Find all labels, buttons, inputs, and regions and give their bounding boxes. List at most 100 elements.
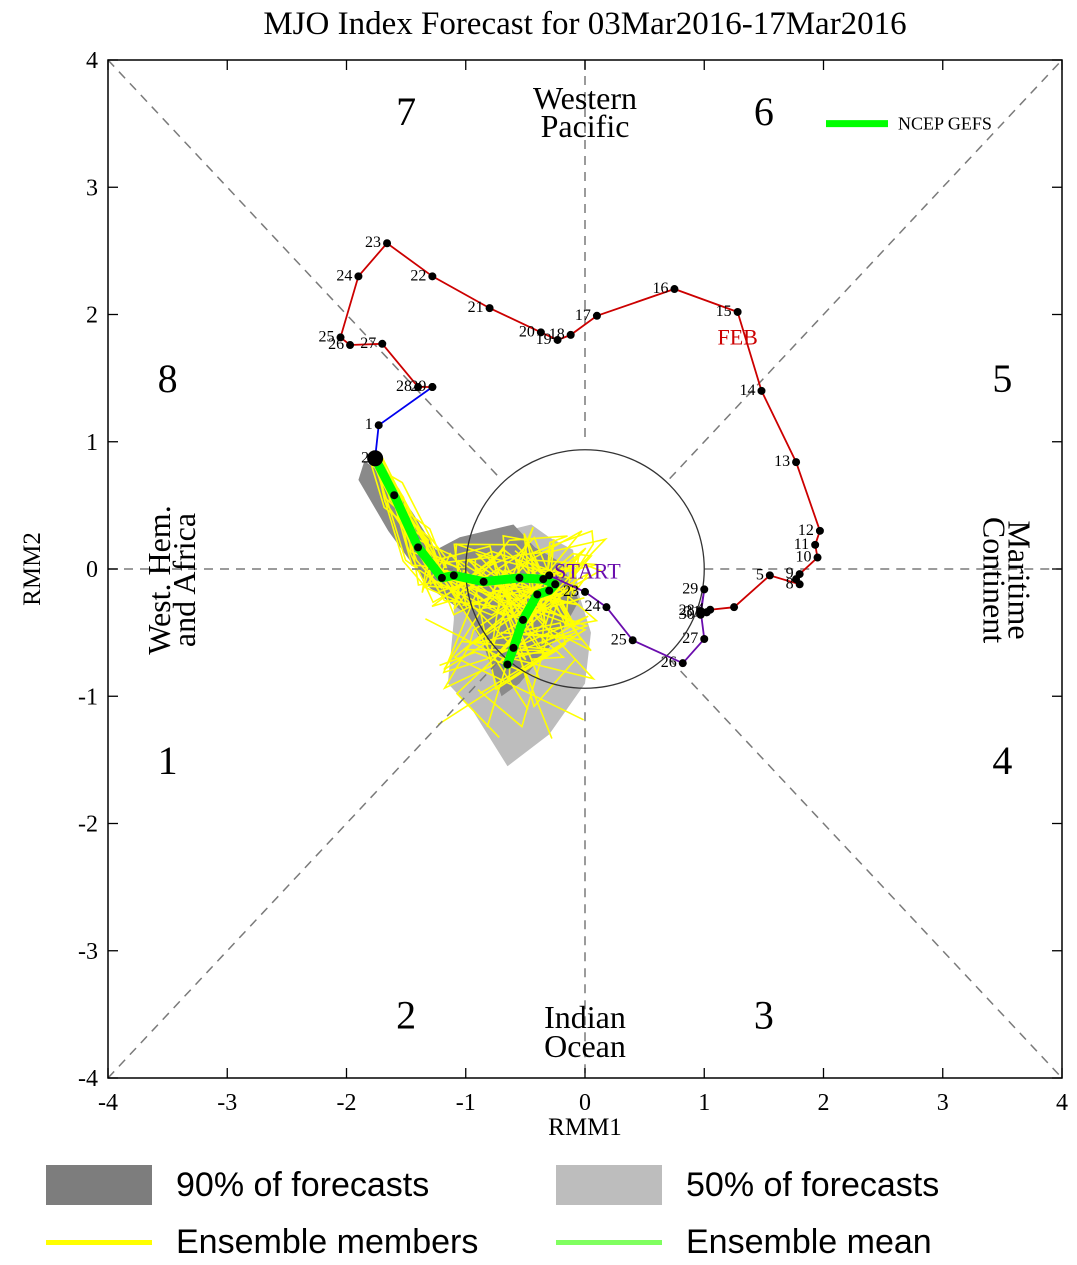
ensemble-mean-point bbox=[414, 543, 423, 552]
trajectory-point bbox=[670, 285, 679, 294]
trajectory-point bbox=[374, 421, 383, 430]
phase-label: 5 bbox=[992, 356, 1012, 401]
trajectory-point bbox=[378, 339, 387, 348]
legend-item-members: Ensemble members bbox=[46, 1223, 478, 1262]
day-label: 15 bbox=[716, 303, 732, 320]
phase-label: 4 bbox=[992, 738, 1012, 783]
trajectory-point bbox=[628, 636, 637, 645]
ensemble-mean-point bbox=[449, 571, 458, 580]
y-axis-label: RMM2 bbox=[19, 532, 46, 606]
trajectory-point bbox=[700, 585, 709, 594]
annotation-label: FEB bbox=[717, 324, 757, 349]
day-label: 28 bbox=[396, 378, 412, 395]
legend-item-50: 50% of forecasts bbox=[556, 1165, 939, 1205]
region-label: and Africa bbox=[166, 513, 202, 647]
x-tick-label: 1 bbox=[698, 1090, 710, 1116]
day-label: 23 bbox=[563, 583, 579, 600]
trajectory-point bbox=[592, 311, 601, 320]
x-tick-label: -4 bbox=[98, 1090, 118, 1116]
trajectory-point bbox=[678, 659, 687, 668]
ensemble-mean-point bbox=[551, 580, 560, 589]
ensemble-member-line bbox=[375, 457, 589, 674]
y-tick-label: -1 bbox=[78, 684, 98, 710]
legend-swatch-90 bbox=[46, 1165, 152, 1205]
annotation-label: START bbox=[554, 559, 621, 584]
x-tick-label: -2 bbox=[337, 1090, 357, 1116]
day-label: 11 bbox=[794, 536, 809, 553]
day-label: 21 bbox=[468, 299, 484, 316]
y-tick-label: 1 bbox=[86, 430, 98, 456]
trajectory-point bbox=[414, 383, 423, 392]
day-label: 24 bbox=[584, 598, 600, 615]
ensemble-mean-point bbox=[545, 586, 554, 595]
region-label: Indian bbox=[544, 999, 626, 1035]
trajectory-point bbox=[811, 540, 820, 549]
ensemble-mean-line bbox=[370, 453, 560, 669]
ensemble-mean-point bbox=[503, 660, 512, 669]
legend-swatch-50 bbox=[556, 1165, 662, 1205]
region-label: Western bbox=[533, 80, 637, 116]
y-tick-label: 0 bbox=[86, 557, 98, 583]
y-tick-label: -2 bbox=[78, 812, 98, 838]
day-label: 28 bbox=[679, 602, 695, 619]
x-tick-label: 2 bbox=[818, 1090, 830, 1116]
phase-label: 7 bbox=[396, 89, 416, 134]
ensemble-member-line bbox=[372, 461, 583, 709]
legend-item-90: 90% of forecasts bbox=[46, 1165, 429, 1205]
phase-divider bbox=[107, 59, 501, 480]
x-axis-label: RMM1 bbox=[548, 1114, 622, 1140]
x-tick-label: 3 bbox=[937, 1090, 949, 1116]
ensemble-mean-point bbox=[479, 577, 488, 586]
ensemble-mean-point bbox=[518, 615, 527, 624]
trajectory-point bbox=[795, 570, 804, 579]
trajectory-point bbox=[566, 330, 575, 339]
trajectory-point bbox=[602, 603, 611, 612]
legend-label-mean: Ensemble mean bbox=[686, 1223, 932, 1261]
trajectory-point bbox=[733, 307, 742, 316]
day-label: 22 bbox=[410, 267, 426, 284]
ensemble-member-line bbox=[368, 456, 608, 691]
day-label: 10 bbox=[796, 549, 812, 566]
trajectory-point bbox=[700, 634, 709, 643]
day-label: 2 bbox=[361, 449, 369, 466]
ensemble-mean-point bbox=[437, 573, 446, 582]
phase-divider bbox=[669, 658, 1063, 1079]
day-label: 8 bbox=[786, 575, 794, 592]
trajectory-line bbox=[339, 241, 821, 580]
x-tick-label: -1 bbox=[456, 1090, 476, 1116]
day-label: 24 bbox=[336, 267, 352, 284]
day-label: 1 bbox=[365, 416, 373, 433]
day-label: 29 bbox=[410, 378, 426, 395]
trajectory-point bbox=[428, 272, 437, 281]
phase-label: 6 bbox=[754, 89, 774, 134]
day-label: 27 bbox=[360, 335, 376, 352]
trajectory-point bbox=[336, 333, 345, 342]
day-label: 29 bbox=[682, 580, 698, 597]
trajectory-point bbox=[485, 304, 494, 313]
x-tick-label: -3 bbox=[217, 1090, 237, 1116]
trajectory-point bbox=[346, 341, 355, 350]
ensemble-mean-point bbox=[533, 590, 542, 599]
trajectory-point bbox=[815, 526, 824, 535]
trajectory-point bbox=[354, 272, 363, 281]
phase-label: 8 bbox=[158, 356, 178, 401]
trajectory-point bbox=[813, 553, 822, 562]
y-tick-label: -4 bbox=[78, 1066, 98, 1092]
region-label: West. Hem. bbox=[141, 505, 177, 654]
trajectory-point bbox=[545, 571, 554, 580]
day-label: 13 bbox=[774, 453, 790, 470]
phase-label: 1 bbox=[158, 738, 178, 783]
y-tick-label: -3 bbox=[78, 939, 98, 965]
phase-label: 2 bbox=[396, 992, 416, 1037]
phase-label: 3 bbox=[754, 992, 774, 1037]
phase-divider bbox=[107, 658, 501, 1079]
trajectory-point bbox=[581, 587, 589, 596]
day-label: 23 bbox=[365, 234, 381, 251]
ensemble-mean-point bbox=[515, 573, 524, 582]
trajectory-line bbox=[374, 386, 433, 459]
x-tick-label: 4 bbox=[1056, 1090, 1068, 1116]
trajectory-point bbox=[428, 383, 437, 392]
day-label: 12 bbox=[798, 522, 814, 539]
day-label: 16 bbox=[652, 280, 668, 297]
y-tick-label: 4 bbox=[86, 48, 98, 74]
